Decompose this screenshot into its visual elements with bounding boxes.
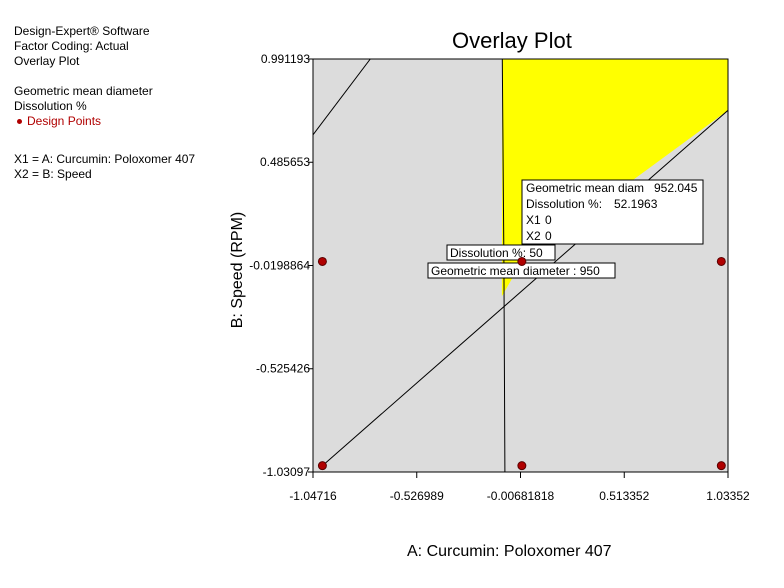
flag-line-value: 0	[545, 213, 552, 227]
plot-type: Overlay Plot	[14, 54, 80, 68]
contour-label: Geometric mean diameter : 950	[431, 264, 600, 278]
design-point	[517, 461, 527, 471]
design-points-legend: Design Points	[14, 114, 195, 129]
design-points-label: Design Points	[27, 114, 102, 128]
design-point	[716, 461, 726, 471]
x-tick-label: -1.04716	[289, 489, 337, 503]
response-1: Geometric mean diameter	[14, 84, 153, 98]
contour-label-box	[446, 244, 556, 261]
design-point	[317, 256, 327, 266]
contour-label: Dissolution %: 50	[450, 246, 543, 260]
flag-line-value: 0	[545, 229, 552, 243]
info-panel: Design-Expert® Software Factor Coding: A…	[14, 24, 195, 182]
flag-line-name: X2	[526, 229, 541, 243]
contour-line-1	[501, 59, 506, 472]
design-point	[517, 256, 527, 266]
flag-line-name: X1	[526, 213, 541, 227]
x-axis-label: A: Curcumin: Poloxomer 407	[407, 543, 612, 560]
x-tick-label: 1.03352	[706, 489, 750, 503]
y-tick-label: 0.485653	[260, 155, 310, 169]
design-point-icon	[17, 118, 22, 124]
design-point	[317, 461, 327, 471]
design-point	[716, 256, 726, 266]
contour-line-2	[322, 109, 728, 467]
flag-line-name: Dissolution %:	[526, 197, 602, 211]
chart-title: Overlay Plot	[452, 28, 572, 53]
response-2: Dissolution %	[14, 99, 87, 113]
flag-line-name: Geometric mean diam	[526, 181, 644, 195]
y-tick-label: -1.03097	[263, 465, 311, 479]
x-tick-label: 0.513352	[599, 489, 649, 503]
software-name: Design-Expert® Software	[14, 24, 150, 38]
contour-line-3	[313, 59, 371, 136]
factor-coding: Factor Coding: Actual	[14, 39, 129, 53]
y-tick-label: -0.0198864	[249, 258, 310, 272]
y-tick-label: -0.525426	[256, 362, 310, 376]
x1-definition: X1 = A: Curcumin: Poloxomer 407	[14, 152, 196, 166]
flag-line-value: 52.1963	[614, 197, 658, 211]
y-tick-label: 0.991193	[261, 52, 310, 66]
x2-definition: X2 = B: Speed	[14, 167, 92, 181]
x-tick-label: -0.00681818	[487, 489, 555, 503]
feasible-region	[501, 59, 728, 297]
flag-box	[521, 179, 704, 245]
flag-line-value: 952.045	[654, 181, 698, 195]
x-tick-label: -0.526989	[390, 489, 444, 503]
